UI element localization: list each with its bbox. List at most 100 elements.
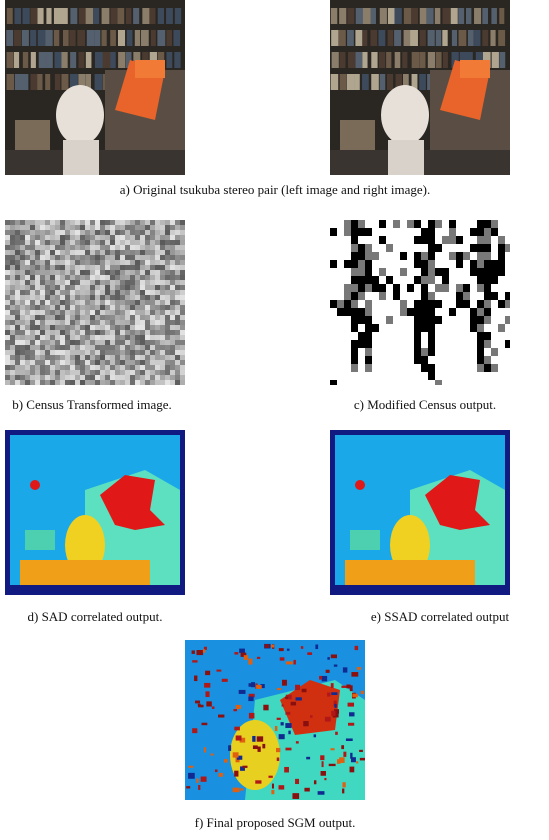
texture-cell bbox=[90, 315, 95, 320]
texture-cell bbox=[130, 225, 135, 230]
texture-cell bbox=[295, 779, 299, 784]
texture-cell bbox=[35, 225, 40, 230]
texture-cell bbox=[160, 270, 165, 275]
image-shape bbox=[356, 8, 364, 24]
image-shape bbox=[95, 52, 103, 68]
texture-cell bbox=[85, 285, 90, 290]
texture-cell bbox=[110, 355, 115, 360]
texture-cell bbox=[115, 320, 120, 325]
texture-cell bbox=[175, 330, 180, 335]
texture-cell bbox=[85, 230, 90, 235]
texture-cell bbox=[80, 225, 85, 230]
image-shape bbox=[54, 8, 62, 24]
texture-cell bbox=[100, 310, 105, 315]
texture-cell bbox=[505, 340, 510, 348]
texture-cell bbox=[140, 255, 145, 260]
texture-cell bbox=[165, 360, 170, 365]
texture-cell bbox=[10, 270, 15, 275]
texture-cell bbox=[125, 365, 130, 370]
texture-cell bbox=[35, 315, 40, 320]
image-shape bbox=[420, 30, 426, 46]
texture-cell bbox=[100, 365, 105, 370]
image-shape bbox=[173, 30, 180, 46]
texture-cell bbox=[165, 285, 170, 290]
texture-cell bbox=[120, 380, 125, 385]
texture-cell bbox=[20, 345, 25, 350]
texture-cell bbox=[115, 265, 120, 270]
texture-cell bbox=[145, 365, 150, 370]
texture-cell bbox=[15, 335, 20, 340]
texture-cell bbox=[150, 315, 155, 320]
image-shape bbox=[435, 8, 441, 24]
image-shape bbox=[410, 30, 418, 46]
texture-cell bbox=[140, 340, 145, 345]
texture-cell bbox=[40, 280, 45, 285]
texture-cell bbox=[105, 345, 110, 350]
texture-cell bbox=[244, 655, 248, 660]
texture-cell bbox=[105, 225, 110, 230]
texture-cell bbox=[125, 235, 130, 240]
texture-cell bbox=[65, 365, 70, 370]
image-shape bbox=[386, 52, 391, 68]
texture-cell bbox=[5, 295, 10, 300]
texture-cell bbox=[175, 375, 180, 380]
texture-cell bbox=[348, 703, 354, 707]
texture-cell bbox=[170, 315, 175, 320]
texture-cell bbox=[60, 280, 65, 285]
texture-cell bbox=[150, 305, 155, 310]
texture-cell bbox=[236, 705, 241, 709]
texture-cell bbox=[25, 230, 30, 235]
texture-cell bbox=[110, 280, 115, 285]
texture-cell bbox=[20, 255, 25, 260]
texture-cell bbox=[25, 300, 30, 305]
texture-cell bbox=[105, 375, 110, 380]
texture-cell bbox=[150, 260, 155, 265]
texture-cell bbox=[50, 230, 55, 235]
texture-cell bbox=[125, 265, 130, 270]
texture-cell bbox=[75, 325, 80, 330]
texture-cell bbox=[60, 305, 65, 310]
texture-cell bbox=[477, 228, 484, 236]
texture-cell bbox=[351, 220, 358, 228]
texture-cell bbox=[386, 276, 393, 284]
texture-cell bbox=[155, 230, 160, 235]
texture-cell bbox=[90, 320, 95, 325]
texture-cell bbox=[5, 340, 10, 345]
texture-cell bbox=[125, 220, 130, 225]
texture-cell bbox=[155, 275, 160, 280]
texture-cell bbox=[155, 270, 160, 275]
image-shape bbox=[362, 30, 367, 46]
texture-cell bbox=[110, 340, 115, 345]
image-shape bbox=[395, 52, 401, 68]
texture-cell bbox=[334, 665, 337, 667]
texture-cell bbox=[55, 255, 60, 260]
texture-cell bbox=[115, 260, 120, 265]
texture-cell bbox=[491, 268, 498, 276]
texture-cell bbox=[281, 722, 284, 725]
texture-cell bbox=[125, 295, 130, 300]
image-shape bbox=[378, 30, 385, 46]
texture-cell bbox=[145, 305, 150, 310]
texture-cell bbox=[120, 320, 125, 325]
texture-cell bbox=[421, 316, 428, 324]
texture-cell bbox=[135, 325, 140, 330]
texture-cell bbox=[449, 228, 456, 236]
texture-cell bbox=[85, 350, 90, 355]
texture-cell bbox=[95, 260, 100, 265]
texture-cell bbox=[414, 260, 421, 268]
texture-cell bbox=[115, 255, 120, 260]
texture-cell bbox=[170, 235, 175, 240]
texture-cell bbox=[180, 350, 185, 355]
image-shape bbox=[7, 52, 14, 68]
image-shape bbox=[69, 30, 75, 46]
texture-cell bbox=[25, 345, 30, 350]
image-shape bbox=[14, 30, 21, 46]
texture-cell bbox=[341, 745, 344, 749]
texture-cell bbox=[100, 265, 105, 270]
texture-cell bbox=[498, 252, 505, 260]
image-shape bbox=[7, 74, 14, 90]
texture-cell bbox=[135, 380, 140, 385]
texture-cell bbox=[165, 260, 170, 265]
texture-cell bbox=[50, 355, 55, 360]
texture-cell bbox=[145, 380, 150, 385]
